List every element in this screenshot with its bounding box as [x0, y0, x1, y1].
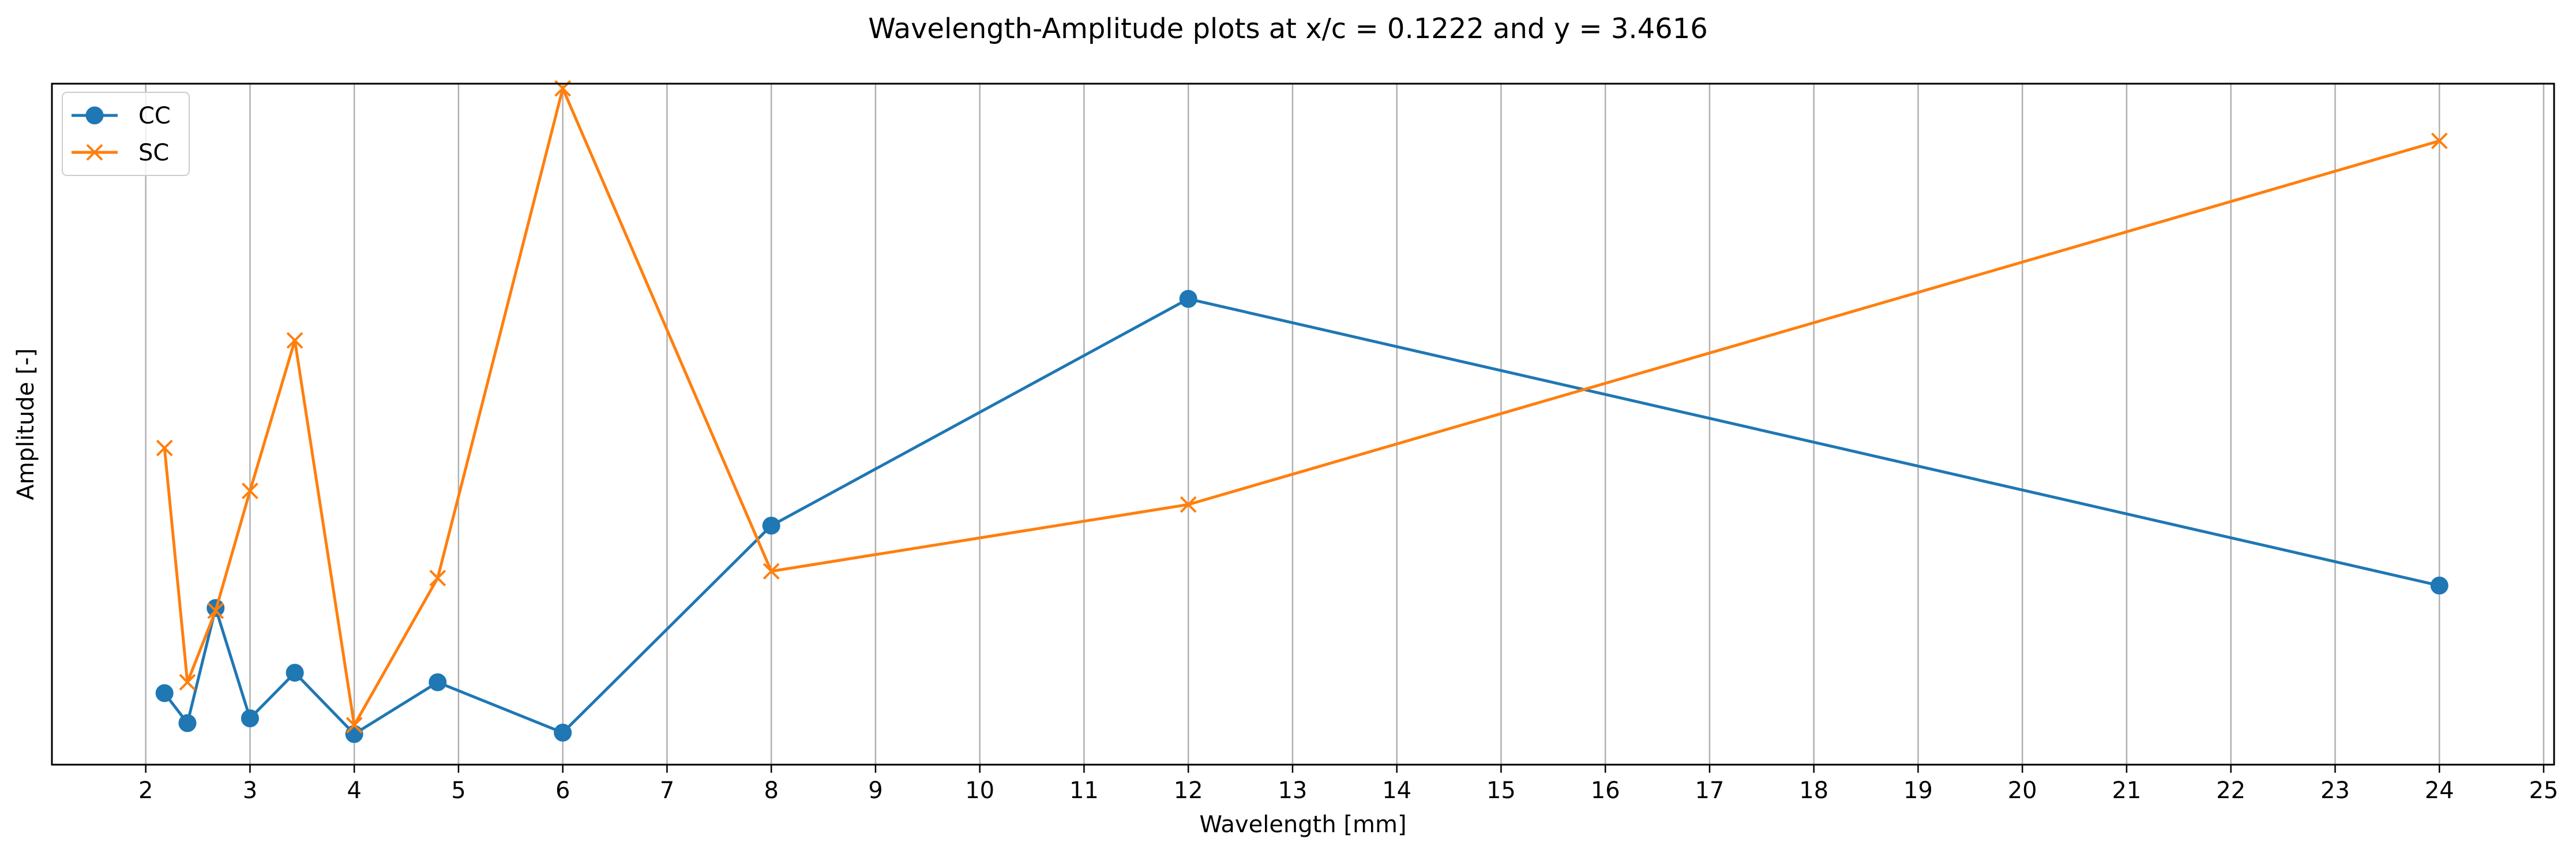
x-tick-label: 20: [2008, 777, 2037, 804]
x-axis-ticks: 2 3 4 5 6 7 8 9 10 11 12 13 14 15 16 17 18 19 20 21 22 23 24 25: [138, 765, 2558, 804]
x-tick-label: 16: [1591, 777, 1620, 804]
legend-item-sc: SC: [72, 140, 169, 166]
x-tick-label: 14: [1382, 777, 1411, 804]
data-point-sc: [179, 673, 196, 691]
x-tick-label: 19: [1903, 777, 1933, 804]
data-point-cc: [762, 517, 780, 535]
data-point-sc: [156, 439, 173, 456]
x-axis-label: Wavelength [mm]: [1199, 811, 1406, 838]
data-point-sc: [207, 602, 224, 619]
data-point-sc: [346, 717, 363, 733]
data-point-cc: [241, 709, 259, 728]
x-tick-label: 24: [2425, 777, 2454, 804]
x-tick-label: 9: [868, 777, 883, 804]
legend-marker: [85, 106, 104, 125]
legend: CC SC: [62, 92, 190, 176]
data-point-cc: [2430, 577, 2449, 595]
series-sc: [156, 80, 2448, 733]
x-tick-label: 21: [2112, 777, 2141, 804]
grid-lines: [145, 84, 2545, 765]
data-point-sc: [429, 570, 446, 587]
y-axis-label: Amplitude [-]: [13, 348, 39, 500]
x-tick-label: 15: [1486, 777, 1516, 804]
data-point-cc: [429, 673, 447, 691]
x-tick-label: 6: [555, 777, 570, 804]
data-point-sc: [242, 482, 258, 500]
x-tick-label: 10: [965, 777, 994, 804]
plot-frame: [51, 83, 2555, 766]
x-tick-label: 5: [451, 777, 465, 804]
legend-item-cc: CC: [72, 103, 171, 129]
x-tick-label: 18: [1799, 777, 1828, 804]
data-point-cc: [345, 725, 363, 743]
x-tick-label: 12: [1174, 777, 1203, 804]
chart-title: Wavelength-Amplitude plots at x/c = 0.12…: [868, 13, 1708, 45]
x-tick-label: 17: [1695, 777, 1724, 804]
data-point-sc: [763, 563, 780, 580]
legend-items: CC SC: [72, 103, 171, 166]
data-point-cc: [155, 684, 174, 702]
data-point-cc: [1179, 290, 1197, 308]
legend-label: SC: [138, 140, 169, 166]
x-tick-label: 2: [138, 777, 153, 804]
x-tick-label: 11: [1069, 777, 1099, 804]
x-tick-label: 23: [2320, 777, 2350, 804]
data-point-cc: [286, 664, 304, 682]
x-tick-label: 25: [2529, 777, 2558, 804]
x-tick-label: 8: [764, 777, 778, 804]
x-tick-label: 3: [243, 777, 257, 804]
series-layer: [155, 80, 2449, 743]
data-point-cc: [178, 714, 197, 732]
data-point-cc: [554, 724, 572, 742]
x-tick-label: 13: [1278, 777, 1307, 804]
legend-label: CC: [138, 103, 171, 129]
legend-marker: [86, 144, 103, 161]
data-point-sc: [286, 332, 303, 349]
x-tick-label: 7: [660, 777, 674, 804]
x-tick-label: 22: [2216, 777, 2245, 804]
data-point-sc: [1180, 496, 1197, 513]
x-tick-label: 4: [347, 777, 361, 804]
data-point-sc: [2431, 132, 2448, 149]
